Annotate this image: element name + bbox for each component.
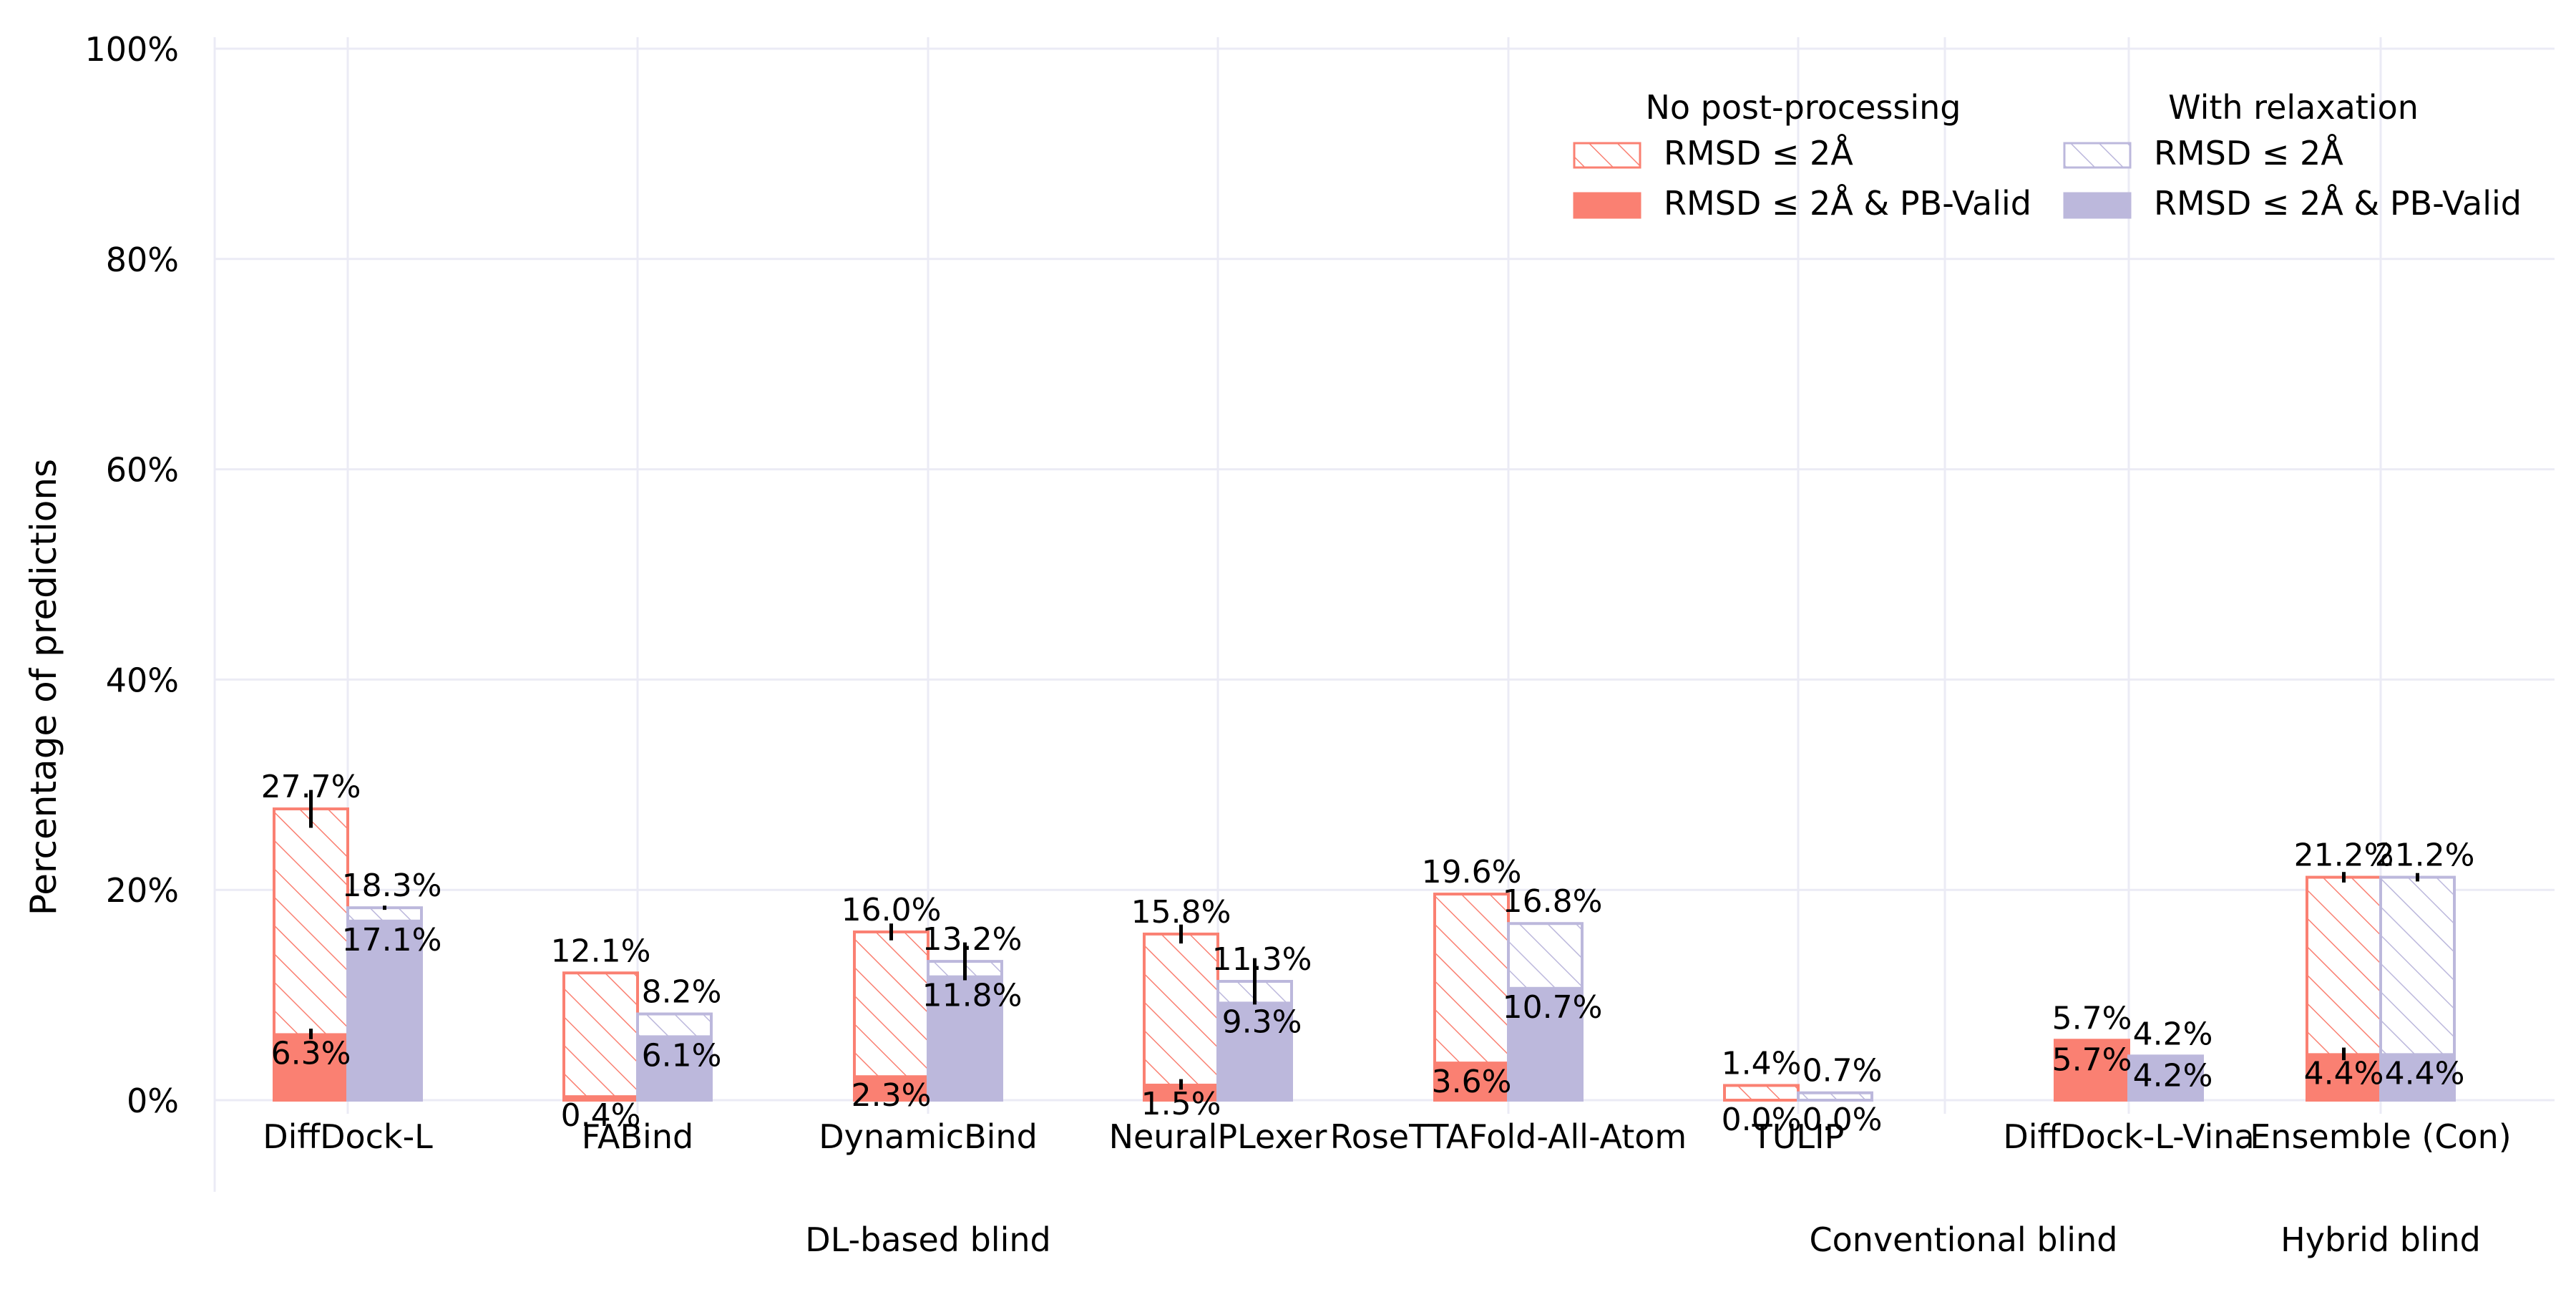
bar-no-post-rmsd — [1143, 932, 1219, 1102]
bar-no-post-rmsd — [853, 930, 930, 1102]
data-label-no-post-pbvalid: 0.4% — [561, 1097, 641, 1134]
data-label-relax-pbvalid: 9.3% — [1222, 1004, 1302, 1040]
data-label-relax-rmsd: 13.2% — [922, 921, 1023, 958]
data-label-relax-pbvalid: 4.4% — [2385, 1055, 2465, 1092]
legend-swatch — [2063, 142, 2132, 169]
data-label-no-post-rmsd: 12.1% — [551, 933, 651, 969]
data-label-relax-rmsd: 18.3% — [342, 868, 442, 904]
data-label-no-post-pbvalid: 1.5% — [1141, 1086, 1221, 1122]
bars-layer — [273, 790, 2456, 1102]
data-label-relax-pbvalid: 17.1% — [342, 922, 442, 958]
y-tick-label: 100% — [84, 30, 179, 69]
y-tick-label: 0% — [127, 1082, 179, 1120]
legend-swatch — [2063, 192, 2132, 219]
x-tick-label: NeuralPLexer — [1109, 1117, 1327, 1156]
data-label-no-post-pbvalid: 0.0% — [1722, 1102, 1802, 1138]
x-tick-label: Ensemble (Con) — [2250, 1117, 2512, 1156]
bar-no-post-rmsd — [562, 971, 639, 1102]
data-label-relax-pbvalid: 6.1% — [642, 1037, 722, 1074]
data-label-relax-rmsd: 11.3% — [1212, 941, 1312, 978]
data-label-relax-pbvalid: 10.7% — [1503, 989, 1603, 1026]
data-label-relax-rmsd: 21.2% — [2375, 837, 2475, 874]
y-tick-label: 60% — [106, 451, 179, 490]
data-label-relax-pbvalid: 0.0% — [1802, 1102, 1883, 1138]
data-label-no-post-pbvalid: 6.3% — [271, 1035, 351, 1072]
data-label-no-post-rmsd: 16.0% — [841, 892, 942, 928]
data-label-no-post-rmsd: 1.4% — [1722, 1045, 1802, 1082]
data-label-no-post-rmsd: 21.2% — [2294, 837, 2394, 874]
y-axis-title: Percentage of predictions — [23, 459, 64, 915]
y-tick-label: 20% — [106, 871, 179, 910]
legend-column-title: With relaxation — [2168, 88, 2419, 127]
data-label-relax-rmsd: 8.2% — [642, 974, 722, 1011]
x-tick-label: DiffDock-L-Vina — [2003, 1117, 2254, 1156]
data-label-relax-rmsd: 0.7% — [1802, 1053, 1883, 1089]
data-label-relax-rmsd: 16.8% — [1503, 883, 1603, 920]
data-label-no-post-pbvalid: 2.3% — [852, 1077, 932, 1114]
data-label-no-post-rmsd: 5.7% — [2052, 1000, 2132, 1036]
data-label-no-post-pbvalid: 3.6% — [1432, 1064, 1512, 1100]
legend-entry: RMSD ≤ 2Å — [2154, 134, 2343, 173]
bar-no-post-rmsd — [1723, 1084, 1800, 1102]
group-label: Hybrid blind — [2280, 1220, 2481, 1259]
y-tick-label: 80% — [106, 241, 179, 279]
data-label-no-post-pbvalid: 5.7% — [2052, 1041, 2132, 1078]
data-label-relax-pbvalid: 4.2% — [2133, 1057, 2213, 1094]
data-label-no-post-rmsd: 19.6% — [1422, 854, 1522, 890]
y-tick-label: 40% — [106, 661, 179, 699]
labels-layer: 0% 20% 40% 60% 80% 100% 27.7% 6.3% 18.3% 17.1% Dif… — [84, 30, 2511, 1259]
legend-entry: RMSD ≤ 2Å — [1664, 134, 1853, 173]
x-tick-label: DiffDock-L — [263, 1117, 433, 1156]
bar-relax-pbvalid — [1217, 1001, 1292, 1102]
bar-relax-pbvalid — [2128, 1055, 2203, 1102]
group-label: DL-based blind — [805, 1220, 1050, 1259]
x-tick-label: FABind — [582, 1117, 693, 1156]
bar-relax-pbvalid — [637, 1035, 712, 1101]
legend-swatch — [1573, 142, 1641, 169]
bar-relax-pbvalid — [2380, 1053, 2455, 1102]
bar-no-post-pbvalid — [2054, 1039, 2129, 1101]
bar-relax-pbvalid — [1508, 986, 1583, 1102]
x-tick-label: TULIP — [1752, 1117, 1845, 1156]
group-label: Conventional blind — [1810, 1220, 2118, 1259]
data-label-relax-pbvalid: 11.8% — [922, 978, 1023, 1014]
legend-entry: RMSD ≤ 2Å & PB-Valid — [1664, 184, 2031, 223]
legend-column-title: No post-processing — [1645, 88, 1961, 127]
legend-entry: RMSD ≤ 2Å & PB-Valid — [2154, 184, 2522, 223]
x-tick-label: RoseTTAFold-All-Atom — [1330, 1117, 1687, 1156]
bar-relax-pbvalid — [347, 919, 422, 1102]
bar-no-post-pbvalid — [854, 1075, 929, 1102]
legend: No post-processing RMSD ≤ 2Å RMSD ≤ 2Å & P… — [1573, 88, 2522, 223]
legend-swatch — [1573, 192, 1641, 219]
bar-relax-pbvalid — [927, 975, 1002, 1101]
data-label-relax-rmsd: 4.2% — [2133, 1016, 2213, 1052]
data-label-no-post-rmsd: 15.8% — [1131, 894, 1231, 931]
data-label-no-post-rmsd: 27.7% — [261, 769, 361, 805]
x-tick-label: DynamicBind — [819, 1117, 1038, 1156]
data-label-no-post-pbvalid: 4.4% — [2304, 1055, 2384, 1092]
bar-relax-rmsd — [1797, 1091, 1873, 1102]
